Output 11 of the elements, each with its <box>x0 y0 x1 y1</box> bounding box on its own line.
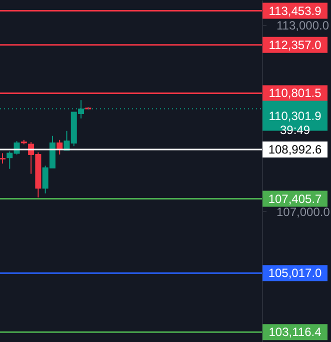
ref-line-label: 107,405.7 <box>268 192 322 206</box>
ref-line-label: 112,357.0 <box>268 38 322 52</box>
y-tick-label: 107,000.0 <box>276 204 330 219</box>
ref-line-label: 108,992.6 <box>268 142 322 156</box>
y-tick-label: 113,000.0 <box>276 18 330 32</box>
ref-line-label: 113,453.9 <box>268 4 322 18</box>
candlestick <box>0 152 6 164</box>
ref-line-label: 110,801.5 <box>268 86 322 100</box>
ref-line-label: 105,017.0 <box>268 266 322 280</box>
ref-line-label: 103,116.4 <box>268 325 322 340</box>
ref-line-label: 110,301.9 39:49 <box>268 108 322 137</box>
